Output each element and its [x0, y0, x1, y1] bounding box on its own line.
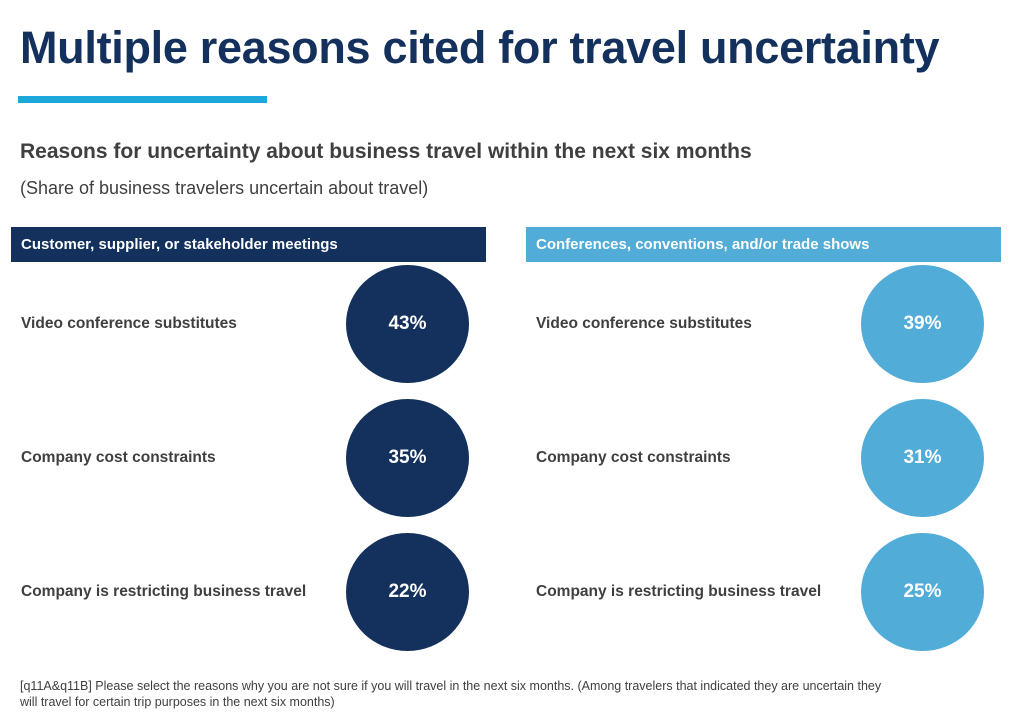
title-accent-bar — [18, 96, 267, 103]
row-label: Company is restricting business travel — [536, 583, 822, 600]
panel-header: Customer, supplier, or stakeholder meeti… — [11, 227, 486, 262]
chart-note: (Share of business travelers uncertain a… — [20, 178, 429, 198]
value-bubble: 43% — [346, 265, 469, 383]
row-label: Company cost constraints — [21, 449, 216, 466]
panel-header: Conferences, conventions, and/or trade s… — [526, 227, 1001, 262]
row-label: Company cost constraints — [536, 449, 731, 466]
value-bubble: 25% — [861, 533, 984, 651]
row-label: Company is restricting business travel — [21, 583, 307, 600]
value-bubble: 39% — [861, 265, 984, 383]
row-label: Video conference substitutes — [21, 315, 237, 332]
page-title: Multiple reasons cited for travel uncert… — [20, 22, 940, 73]
value-bubble: 35% — [346, 399, 469, 517]
panel-meetings: Customer, supplier, or stakeholder meeti… — [11, 227, 486, 662]
row-label: Video conference substitutes — [536, 315, 752, 332]
panel-conferences: Conferences, conventions, and/or trade s… — [526, 227, 1001, 662]
value-bubble: 22% — [346, 533, 469, 651]
value-bubble: 31% — [861, 399, 984, 517]
footnote: [q11A&q11B] Please select the reasons wh… — [20, 679, 882, 709]
chart-subtitle: Reasons for uncertainty about business t… — [20, 140, 752, 163]
